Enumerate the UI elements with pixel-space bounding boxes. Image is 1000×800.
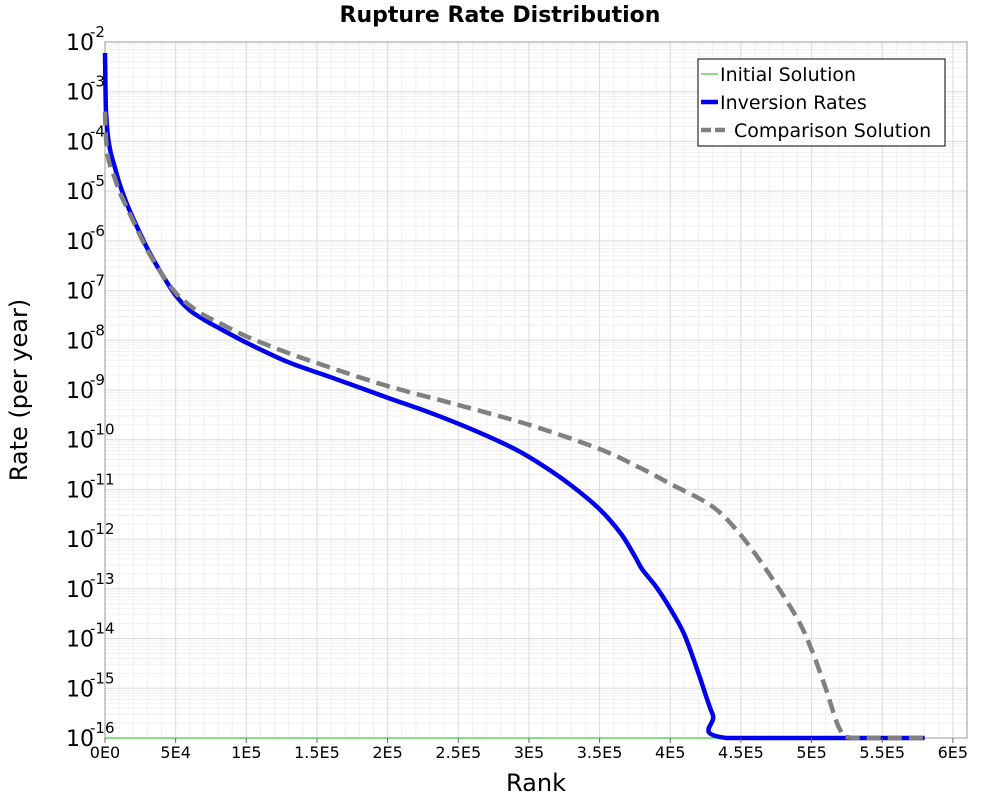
legend-box [697,58,946,147]
y-tick-label: 10 [66,727,94,752]
y-tick-label: 10 [66,528,94,553]
y-tick-exponent: -12 [90,520,115,538]
x-axis-label: Rank [506,769,566,797]
y-tick-exponent: -11 [90,470,115,488]
y-tick-label: 10 [66,628,94,653]
y-tick-label: 10 [66,578,94,603]
x-tick-label: 5.5E5 [859,743,905,762]
grid-lines [104,41,968,739]
x-axis-ticks: 0E0 5E4 1E5 1.5E5 2E5 2.5E5 3E5 3.5E5 4E5 4.5E5 5E… [90,738,968,762]
x-tick-label: 4.5E5 [718,743,764,762]
x-tick-label: 6E5 [938,743,968,762]
y-tick-label: 10 [66,677,94,702]
y-tick-exponent: -2 [90,23,105,41]
x-tick-label: 1.5E5 [294,743,340,762]
y-tick-exponent: -10 [90,421,115,439]
y-tick-exponent: -16 [90,719,115,737]
y-tick-label: 10 [66,230,94,255]
x-tick-label: 0E0 [90,743,120,762]
y-tick-label: 10 [66,180,94,205]
series-line-2 [102,111,925,741]
y-tick-label: 10 [66,81,94,106]
legend-label-2: Comparison Solution [734,120,931,142]
legend: Initial Solution Inversion Rates Compariso… [697,58,946,147]
y-axis-label: Rate (per year) [5,299,33,481]
x-tick-label: 1E5 [231,743,261,762]
y-tick-exponent: -15 [90,669,115,687]
y-tick-label: 10 [66,31,94,56]
y-tick-exponent: -4 [90,122,105,140]
y-tick-label: 10 [66,429,94,454]
x-tick-label: 3.5E5 [577,743,623,762]
legend-label-1: Inversion Rates [720,92,867,114]
x-tick-label: 3E5 [514,743,544,762]
x-tick-label: 5E4 [160,743,190,762]
x-tick-label: 4E5 [655,743,685,762]
y-tick-label: 10 [66,379,94,404]
y-tick-exponent: -7 [90,272,105,290]
y-tick-exponent: -8 [90,321,105,339]
y-tick-label: 10 [66,329,94,354]
series-layer [102,52,925,741]
y-tick-exponent: -3 [90,73,105,91]
y-axis-ticks: 10-1610-1510-1410-1310-1210-1110-1010-91… [66,23,115,752]
series-line-1 [102,52,925,741]
y-tick-exponent: -14 [90,620,115,638]
y-tick-label: 10 [66,280,94,305]
x-tick-label: 2.5E5 [435,743,481,762]
y-tick-exponent: -5 [90,172,105,190]
chart-title: Rupture Rate Distribution [340,3,661,28]
y-tick-exponent: -13 [90,570,115,588]
y-tick-label: 10 [66,478,94,503]
x-tick-label: 2E5 [372,743,402,762]
y-tick-exponent: -9 [90,371,105,389]
legend-label-0: Initial Solution [720,64,856,86]
x-tick-label: 5E5 [796,743,826,762]
y-tick-exponent: -6 [90,222,105,240]
y-tick-label: 10 [66,130,94,155]
